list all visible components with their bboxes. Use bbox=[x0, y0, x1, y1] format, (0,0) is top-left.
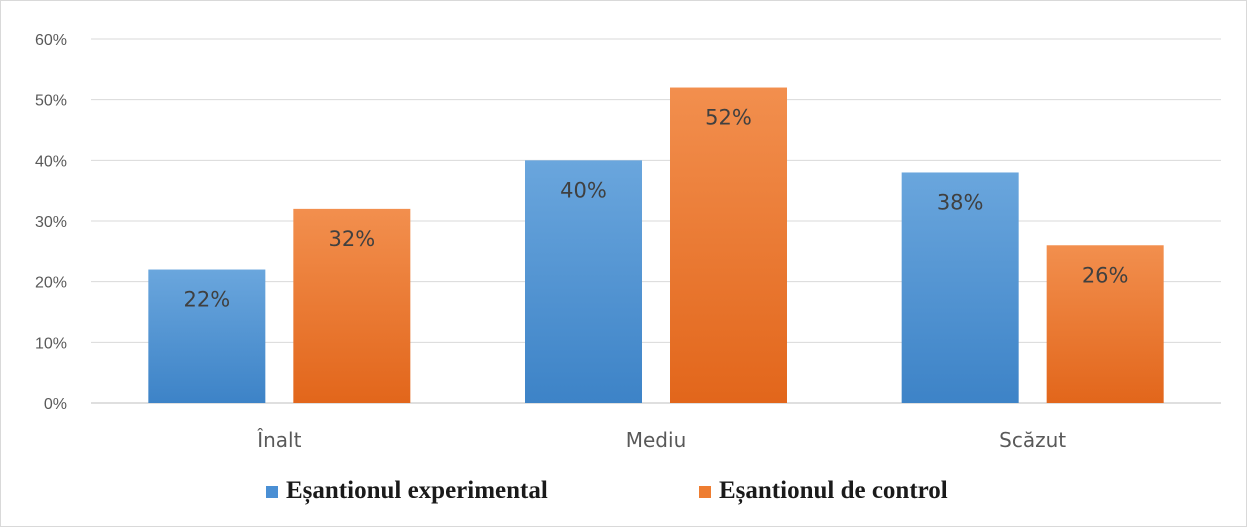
legend-swatch bbox=[266, 486, 278, 498]
y-tick-label: 60% bbox=[35, 32, 67, 49]
y-tick-label: 20% bbox=[35, 275, 67, 292]
data-label: 38% bbox=[937, 190, 984, 214]
category-label: Mediu bbox=[626, 428, 687, 452]
bar bbox=[1046, 245, 1164, 403]
legend: Eșantionul experimental Eșantionul de con… bbox=[266, 477, 948, 505]
y-tick-label: 30% bbox=[35, 214, 67, 231]
data-label: 26% bbox=[1082, 263, 1129, 287]
legend-label: Eșantionul de control bbox=[719, 477, 948, 505]
bar bbox=[148, 269, 266, 403]
category-label: Scăzut bbox=[999, 428, 1066, 452]
x-axis-categories: Înalt Mediu Scăzut bbox=[256, 428, 1066, 452]
data-label: 22% bbox=[183, 288, 230, 312]
data-label: 32% bbox=[328, 227, 375, 251]
y-tick-label: 0% bbox=[44, 396, 67, 413]
category-label: Înalt bbox=[256, 428, 301, 452]
bar bbox=[670, 87, 787, 404]
data-label: 52% bbox=[705, 106, 752, 130]
y-tick-label: 40% bbox=[35, 153, 67, 170]
data-labels: 22% 32% 40% 52% 38% 26% bbox=[183, 106, 1128, 312]
legend-swatch bbox=[699, 486, 711, 498]
bar bbox=[293, 208, 411, 403]
data-label: 40% bbox=[560, 178, 607, 202]
gridlines bbox=[91, 38, 1221, 404]
bars bbox=[148, 87, 1164, 404]
y-axis-ticks: 0% 10% 20% 30% 40% 50% 60% bbox=[35, 32, 67, 413]
y-tick-label: 10% bbox=[35, 335, 67, 352]
bar bbox=[525, 160, 642, 403]
bar bbox=[901, 172, 1019, 403]
legend-label: Eșantionul experimental bbox=[286, 477, 548, 505]
y-tick-label: 50% bbox=[35, 93, 67, 110]
